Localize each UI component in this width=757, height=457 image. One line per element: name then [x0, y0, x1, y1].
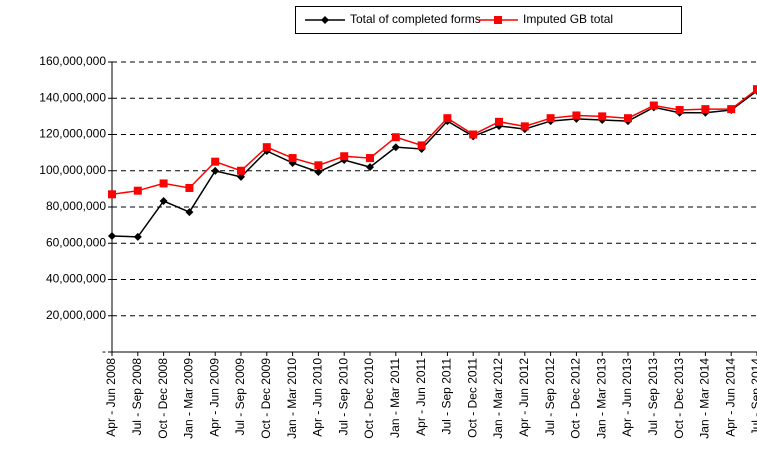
marker	[391, 143, 400, 152]
x-tick-label: Oct - Dec 2010	[362, 358, 376, 439]
marker	[185, 183, 194, 192]
x-tick-label: Apr - Jun 2014	[723, 358, 737, 437]
marker	[237, 172, 245, 181]
marker	[133, 232, 142, 241]
marker	[753, 85, 757, 94]
marker	[649, 101, 658, 110]
marker	[108, 190, 116, 199]
marker	[598, 112, 607, 121]
marker	[624, 114, 632, 123]
x-tick-label: Jan - Mar 2009	[182, 358, 196, 439]
x-tick-label: Apr - Jun 2009	[207, 358, 221, 437]
x-tick-label: Jan - Mar 2012	[491, 358, 505, 439]
marker	[366, 154, 374, 163]
x-tick-label: Apr - Jun 2013	[620, 358, 634, 437]
marker	[701, 105, 710, 114]
x-tick-label: Oct - Dec 2008	[156, 358, 170, 439]
x-tick-label: Oct - Dec 2012	[569, 358, 583, 439]
x-tick-label: Jan - Mar 2013	[594, 358, 608, 439]
marker	[133, 186, 142, 195]
y-tick-label: 100,000,000	[39, 163, 106, 177]
marker	[572, 111, 581, 120]
marker	[340, 152, 349, 161]
x-tick-label: Jul - Sep 2009	[233, 358, 247, 436]
x-tick-label: Oct - Dec 2011	[465, 358, 479, 438]
marker	[262, 143, 271, 152]
legend-label: Total of completed forms	[350, 12, 481, 26]
x-tick-label: Jul - Sep 2008	[130, 358, 144, 436]
x-tick-label: Apr - Jun 2012	[517, 358, 531, 437]
marker	[185, 208, 194, 217]
marker	[546, 114, 555, 123]
x-tick-label: Jul - Sep 2012	[543, 358, 557, 436]
marker	[417, 141, 426, 150]
marker	[495, 117, 503, 126]
series-line	[111, 88, 757, 196]
y-tick-label: 20,000,000	[46, 308, 106, 322]
marker	[159, 197, 168, 206]
x-tick-label: Jul - Sep 2010	[336, 358, 350, 436]
x-tick-label: Jul - Sep 2014	[749, 358, 757, 436]
marker	[314, 168, 323, 177]
y-tick-label: 120,000,000	[39, 127, 106, 141]
marker	[520, 122, 529, 131]
x-tick-label: Jul - Sep 2011	[440, 358, 454, 435]
series-line	[111, 90, 757, 238]
y-tick-label: 140,000,000	[39, 90, 106, 104]
y-tick-label: 60,000,000	[46, 235, 106, 249]
marker	[288, 154, 297, 163]
x-tick-label: Jan - Mar 2010	[285, 358, 299, 439]
x-tick-label: Oct - Dec 2013	[672, 358, 686, 439]
x-tick-label: Jan - Mar 2014	[698, 358, 712, 439]
legend-marker	[494, 16, 502, 24]
marker	[211, 157, 220, 166]
marker	[391, 133, 400, 142]
x-tick-label: Apr - Jun 2011	[414, 358, 428, 436]
y-tick-label: 40,000,000	[46, 272, 106, 286]
y-tick-label: 160,000,000	[39, 54, 106, 68]
marker	[159, 179, 168, 188]
marker	[469, 130, 478, 139]
x-tick-label: Jul - Sep 2013	[646, 358, 660, 436]
marker	[443, 114, 452, 123]
x-tick-label: Apr - Jun 2008	[104, 358, 118, 437]
marker	[727, 105, 736, 114]
marker	[366, 163, 374, 172]
y-tick-label: 80,000,000	[46, 199, 106, 213]
y-tick-label: -	[102, 344, 106, 358]
legend-label: Imputed GB total	[523, 12, 613, 26]
x-tick-label: Jan - Mar 2011	[388, 358, 402, 438]
marker	[211, 166, 220, 175]
marker	[314, 161, 323, 170]
marker	[237, 166, 245, 175]
legend-marker	[321, 16, 329, 24]
marker	[108, 232, 116, 240]
x-tick-label: Apr - Jun 2010	[311, 358, 325, 437]
marker	[675, 106, 684, 115]
x-tick-label: Oct - Dec 2009	[259, 358, 273, 439]
